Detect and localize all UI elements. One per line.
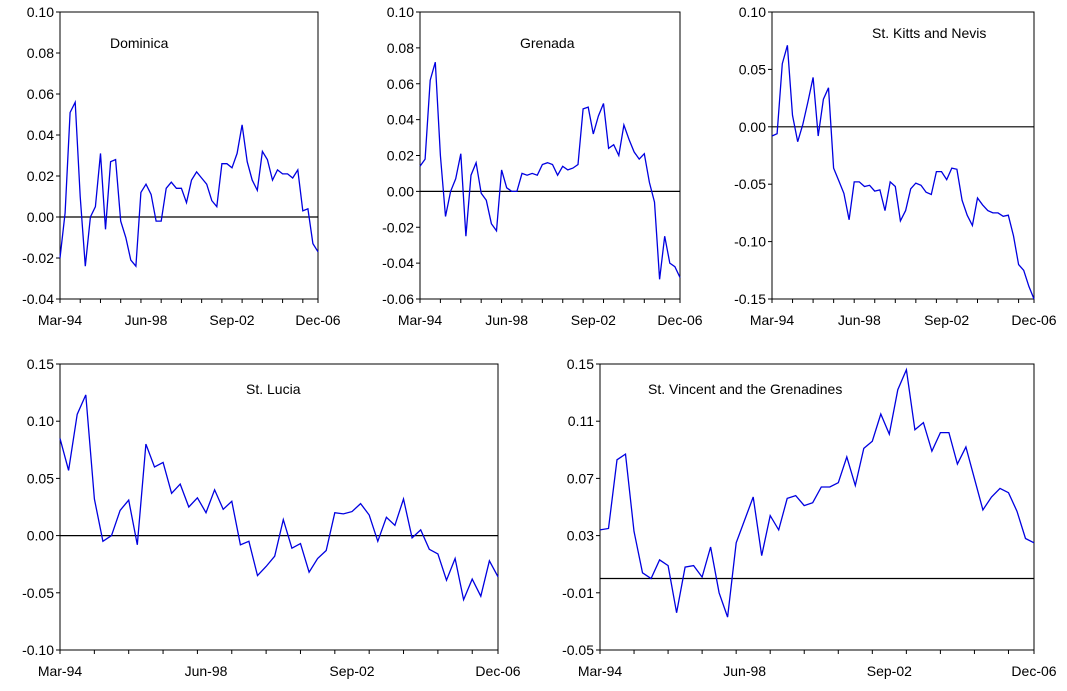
- y-tick-label: 0.10: [387, 4, 414, 20]
- chart-panel-0: -0.04 -0.02 0.00 0.02 0.04 0.06 0.08 0.10 Mar-94…: [22, 4, 341, 328]
- chart-title: Grenada: [520, 35, 575, 51]
- y-tick-label: -0.10: [734, 234, 766, 250]
- y-tick-label: 0.11: [568, 413, 594, 429]
- y-tick-label: -0.02: [22, 250, 54, 266]
- y-tick-label: -0.05: [562, 642, 594, 658]
- x-tick-label: Dec-06: [1011, 663, 1056, 679]
- plot-frame: [599, 363, 1035, 651]
- x-tick-label: Mar-94: [750, 312, 795, 328]
- series-line: [59, 99, 319, 268]
- chart-panel-3: -0.10 -0.05 0.00 0.05 0.10 0.15 Mar-94 Jun-98 Se…: [22, 356, 521, 679]
- y-tick-label: -0.04: [382, 255, 414, 271]
- plot-frame: [59, 363, 499, 651]
- y-tick-label: 0.06: [27, 86, 54, 102]
- y-tick-label: 0.08: [387, 40, 414, 56]
- x-tick-label: Jun-98: [485, 312, 528, 328]
- x-tick-label: Sep-02: [924, 312, 969, 328]
- plot-frame: [59, 11, 319, 300]
- x-tick-label: Mar-94: [38, 663, 83, 679]
- y-tick-label: 0.00: [387, 183, 414, 199]
- y-tick-label: 0.10: [739, 4, 766, 20]
- x-tick-label: Dec-06: [1011, 312, 1056, 328]
- x-tick-label: Dec-06: [295, 312, 340, 328]
- y-tick-label: 0.05: [739, 61, 766, 77]
- series-line: [419, 62, 681, 280]
- y-tick-label: -0.05: [734, 176, 766, 192]
- x-tick-label: Mar-94: [38, 312, 83, 328]
- y-tick-label: 0.04: [27, 127, 54, 143]
- y-tick-label: 0.00: [27, 528, 54, 544]
- y-tick-label: -0.05: [22, 585, 54, 601]
- y-tick-label: 0.00: [739, 119, 766, 135]
- plot-frame: [419, 11, 681, 300]
- y-tick-label: -0.01: [562, 585, 594, 601]
- plot-frame: [771, 11, 1035, 300]
- x-tick-label: Sep-02: [571, 312, 616, 328]
- x-tick-label: Dec-06: [657, 312, 702, 328]
- x-tick-label: Mar-94: [398, 312, 443, 328]
- y-tick-label: 0.07: [567, 470, 594, 486]
- series-line: [59, 394, 499, 602]
- y-tick-label: 0.10: [27, 4, 54, 20]
- y-tick-label: 0.04: [387, 112, 414, 128]
- y-tick-label: 0.15: [27, 356, 54, 372]
- x-tick-label: Sep-02: [867, 663, 912, 679]
- chart-panel-1: -0.06 -0.04 -0.02 0.00 0.02 0.04 0.06 0.08 0.10 M…: [382, 4, 703, 328]
- y-tick-label: 0.08: [27, 45, 54, 61]
- chart-title: Dominica: [110, 35, 169, 51]
- y-tick-label: 0.06: [387, 76, 414, 92]
- y-tick-label: -0.02: [382, 219, 414, 235]
- y-tick-label: -0.04: [22, 291, 54, 307]
- chart-title: St. Lucia: [246, 381, 301, 397]
- series-line: [599, 367, 1035, 618]
- y-tick-label: -0.06: [382, 291, 414, 307]
- y-tick-label: 0.00: [27, 209, 54, 225]
- y-tick-label: -0.15: [734, 291, 766, 307]
- chart-panel-4: -0.05 -0.01 0.03 0.07 0.11 0.15 Mar-94 Jun-98 Se…: [562, 356, 1057, 679]
- y-tick-label: 0.02: [387, 148, 414, 164]
- x-tick-label: Sep-02: [209, 312, 254, 328]
- chart-panel-2: -0.15 -0.10 -0.05 0.00 0.05 0.10 Mar-94 Jun-98 S…: [734, 4, 1057, 328]
- x-tick-label: Mar-94: [578, 663, 623, 679]
- x-tick-label: Jun-98: [125, 312, 168, 328]
- y-tick-label: 0.03: [567, 528, 594, 544]
- chart-title: St. Kitts and Nevis: [872, 25, 986, 41]
- x-tick-label: Dec-06: [475, 663, 520, 679]
- y-tick-label: 0.10: [27, 413, 54, 429]
- x-tick-label: Jun-98: [838, 312, 881, 328]
- y-tick-label: 0.02: [27, 168, 54, 184]
- series-line: [771, 45, 1035, 300]
- y-tick-label: -0.10: [22, 642, 54, 658]
- x-tick-label: Jun-98: [185, 663, 228, 679]
- y-tick-label: 0.05: [27, 470, 54, 486]
- x-tick-label: Sep-02: [329, 663, 374, 679]
- x-tick-label: Jun-98: [723, 663, 766, 679]
- chart-title: St. Vincent and the Grenadines: [648, 381, 842, 397]
- y-tick-label: 0.15: [567, 356, 594, 372]
